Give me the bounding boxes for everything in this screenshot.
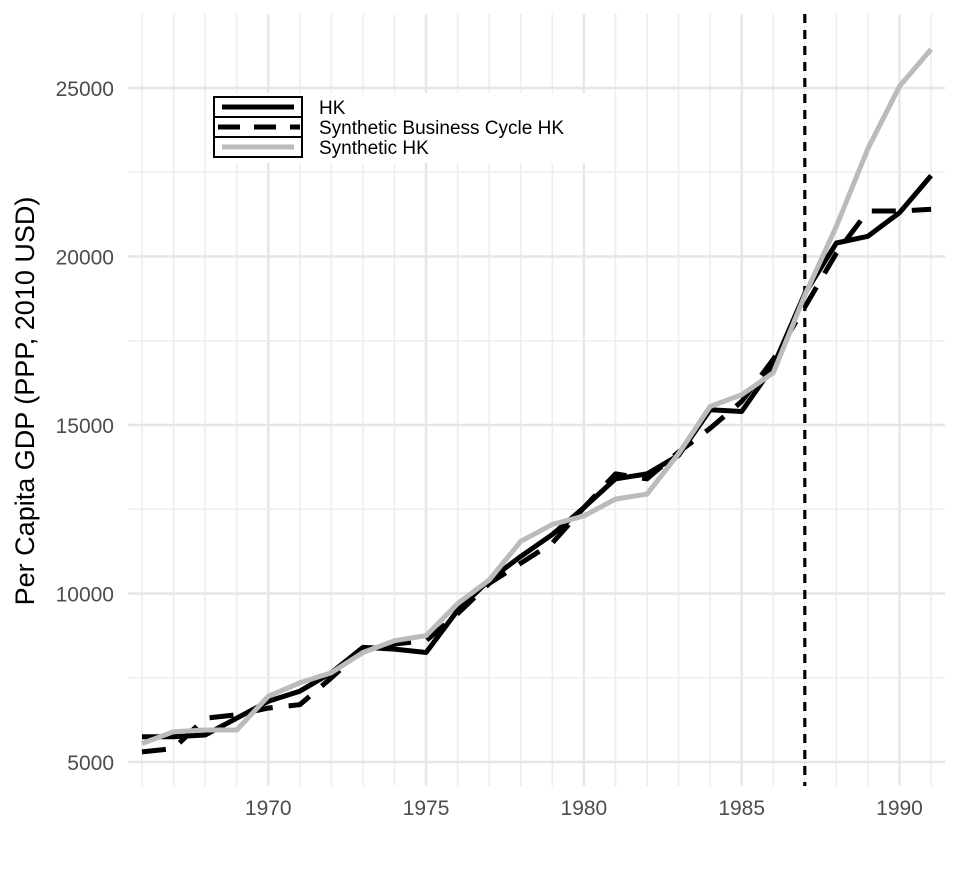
series-layer (141, 47, 934, 755)
legend: HK Synthetic Business Cycle HK Synthetic… (212, 93, 600, 163)
x-tick-label: 1980 (561, 797, 608, 820)
y-tick-label: 10000 (56, 584, 114, 607)
legend-item-synthetic-hk: Synthetic HK (213, 136, 429, 159)
y-tick-label: 5000 (67, 752, 114, 775)
x-tick-label: 1985 (718, 797, 765, 820)
legend-label-synthetic-business-cycle-hk: Synthetic Business Cycle HK (319, 118, 564, 139)
series-line-synthetic-business-cycle-hk (141, 206, 932, 755)
legend-item-hk: HK (213, 96, 346, 119)
y-tick-label: 20000 (56, 247, 114, 270)
y-tick-label: 25000 (56, 78, 114, 101)
y-tick-label: 15000 (56, 415, 114, 438)
legend-label-synthetic-hk: Synthetic HK (319, 138, 429, 159)
legend-item-synthetic-business-cycle-hk: Synthetic Business Cycle HK (213, 116, 564, 139)
x-tick-label: 1990 (876, 797, 923, 820)
x-axis-ticks: 1970 1975 1980 1985 1990 (245, 797, 923, 820)
series-line-synthetic-hk (141, 47, 934, 746)
x-tick-label: 1975 (403, 797, 450, 820)
x-tick-label: 1970 (245, 797, 292, 820)
y-axis-ticks: 5000 10000 15000 20000 25000 (56, 78, 114, 775)
legend-label-hk: HK (319, 98, 346, 119)
y-axis-title: Per Capita GDP (PPP, 2010 USD) (10, 197, 40, 606)
